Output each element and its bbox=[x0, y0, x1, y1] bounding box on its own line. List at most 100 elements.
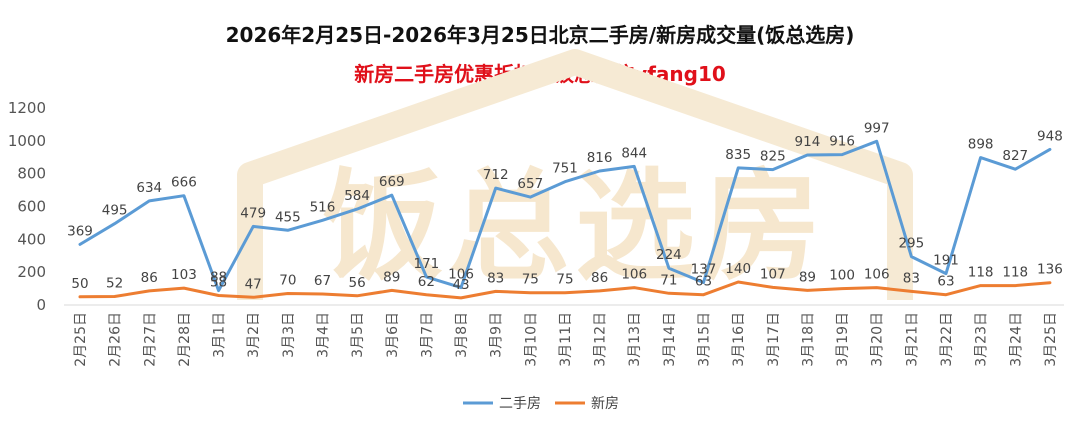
data-label: 516 bbox=[310, 199, 336, 215]
x-tick-label: 3月18日 bbox=[800, 312, 816, 367]
x-tick-label: 3月17日 bbox=[766, 312, 782, 367]
data-label: 140 bbox=[725, 261, 751, 277]
y-tick-label: 1200 bbox=[8, 99, 46, 117]
watermark-logo: 饭总选房 bbox=[237, 49, 913, 300]
data-label: 88 bbox=[210, 270, 227, 286]
legend-label: 新房 bbox=[591, 396, 619, 412]
data-label: 898 bbox=[968, 137, 994, 153]
data-label: 83 bbox=[487, 270, 504, 286]
data-label: 58 bbox=[210, 274, 227, 290]
data-label: 844 bbox=[621, 145, 647, 161]
data-label: 75 bbox=[522, 272, 539, 288]
x-tick-label: 3月6日 bbox=[385, 312, 401, 358]
data-label: 584 bbox=[344, 188, 370, 204]
data-label: 106 bbox=[621, 267, 647, 283]
data-label: 50 bbox=[71, 276, 88, 292]
x-tick-label: 3月8日 bbox=[454, 312, 470, 358]
data-label: 63 bbox=[937, 274, 954, 290]
data-labels: 369 495 634 666 88 479 455 516 584 669 171 106 712 65… bbox=[67, 120, 1063, 293]
x-tick-label: 3月9日 bbox=[489, 312, 505, 358]
data-label: 56 bbox=[349, 275, 366, 291]
data-label: 75 bbox=[556, 272, 573, 288]
x-tick-label: 3月2日 bbox=[246, 312, 262, 358]
data-label: 835 bbox=[725, 147, 751, 163]
data-label: 495 bbox=[102, 203, 128, 219]
data-label: 948 bbox=[1037, 128, 1063, 144]
data-label: 825 bbox=[760, 149, 786, 165]
x-tick-label: 3月22日 bbox=[939, 312, 955, 367]
x-tick-label: 3月25日 bbox=[1043, 312, 1059, 367]
data-label: 106 bbox=[864, 267, 890, 283]
chart-title: 2026年2月25日-2026年3月25日北京二手房/新房成交量(饭总选房) bbox=[225, 23, 855, 47]
x-tick-label: 3月10日 bbox=[523, 312, 539, 367]
y-tick-label: 600 bbox=[17, 198, 46, 216]
x-tick-label: 3月16日 bbox=[731, 312, 747, 367]
x-tick-label: 3月24日 bbox=[1008, 312, 1024, 367]
data-label: 89 bbox=[383, 269, 400, 285]
data-label: 52 bbox=[106, 275, 123, 291]
data-label: 47 bbox=[245, 276, 262, 292]
x-tick-label: 2月28日 bbox=[177, 312, 193, 367]
data-label: 455 bbox=[275, 209, 301, 225]
data-label: 369 bbox=[67, 223, 93, 239]
data-label: 136 bbox=[1037, 262, 1063, 278]
x-tick-label: 3月3日 bbox=[281, 312, 297, 358]
x-tick-label: 3月11日 bbox=[558, 312, 574, 367]
data-label: 669 bbox=[379, 174, 405, 190]
series-line-new bbox=[78, 280, 1052, 300]
x-tick-label: 3月23日 bbox=[974, 312, 990, 367]
x-tick-label: 2月26日 bbox=[108, 312, 124, 367]
data-label: 70 bbox=[279, 273, 296, 289]
x-tick-label: 3月15日 bbox=[697, 312, 713, 367]
data-label: 86 bbox=[591, 270, 608, 286]
data-label: 816 bbox=[587, 150, 613, 166]
y-tick-label: 400 bbox=[17, 230, 46, 248]
data-label: 67 bbox=[314, 273, 331, 289]
x-axis: 2月25日 2月26日 2月27日 2月28日 3月1日 3月2日 3月3日 3月4日 3月5日… bbox=[64, 304, 1064, 367]
data-label: 712 bbox=[483, 167, 509, 183]
y-tick-label: 1000 bbox=[8, 132, 46, 150]
data-label: 62 bbox=[418, 274, 435, 290]
x-tick-label: 3月1日 bbox=[212, 312, 228, 358]
data-label: 224 bbox=[656, 247, 682, 263]
data-label: 103 bbox=[171, 267, 197, 283]
data-label: 997 bbox=[864, 120, 890, 136]
x-tick-label: 3月13日 bbox=[627, 312, 643, 367]
x-tick-label: 2月25日 bbox=[73, 312, 89, 367]
data-label: 914 bbox=[795, 134, 821, 150]
series-lines bbox=[78, 139, 1052, 300]
x-tick-label: 3月21日 bbox=[904, 312, 920, 367]
data-label: 295 bbox=[898, 236, 924, 252]
data-label: 916 bbox=[829, 134, 855, 150]
data-label: 634 bbox=[136, 180, 162, 196]
y-tick-label: 0 bbox=[36, 296, 46, 314]
x-tick-label: 2月27日 bbox=[142, 312, 158, 367]
data-label: 137 bbox=[691, 262, 717, 278]
data-label: 100 bbox=[829, 268, 855, 284]
data-label: 118 bbox=[968, 265, 994, 281]
x-tick-label: 3月20日 bbox=[870, 312, 886, 367]
data-label: 666 bbox=[171, 175, 197, 191]
data-label: 43 bbox=[452, 277, 469, 293]
data-label: 657 bbox=[517, 176, 543, 192]
y-tick-label: 800 bbox=[17, 165, 46, 183]
y-tick-label: 200 bbox=[17, 263, 46, 281]
x-tick-label: 3月4日 bbox=[315, 312, 331, 358]
data-label: 827 bbox=[1002, 148, 1028, 164]
data-label: 63 bbox=[695, 274, 712, 290]
x-tick-label: 3月12日 bbox=[593, 312, 609, 367]
legend-label: 二手房 bbox=[499, 396, 541, 412]
x-tick-label: 3月19日 bbox=[835, 312, 851, 367]
x-tick-label: 3月5日 bbox=[350, 312, 366, 358]
data-label: 106 bbox=[448, 267, 474, 283]
data-label: 89 bbox=[799, 269, 816, 285]
data-label: 751 bbox=[552, 161, 578, 177]
data-label: 118 bbox=[1002, 265, 1028, 281]
data-label: 171 bbox=[414, 256, 440, 272]
data-label: 71 bbox=[660, 272, 677, 288]
series-line-resale bbox=[78, 139, 1052, 293]
data-label: 479 bbox=[240, 205, 266, 221]
y-axis: 0 200 400 600 800 1000 1200 bbox=[8, 99, 46, 314]
data-label: 107 bbox=[760, 266, 786, 282]
